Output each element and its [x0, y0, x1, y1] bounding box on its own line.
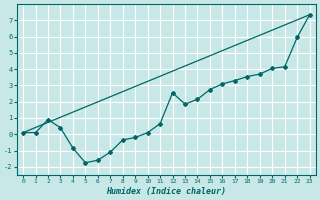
X-axis label: Humidex (Indice chaleur): Humidex (Indice chaleur) — [106, 187, 226, 196]
